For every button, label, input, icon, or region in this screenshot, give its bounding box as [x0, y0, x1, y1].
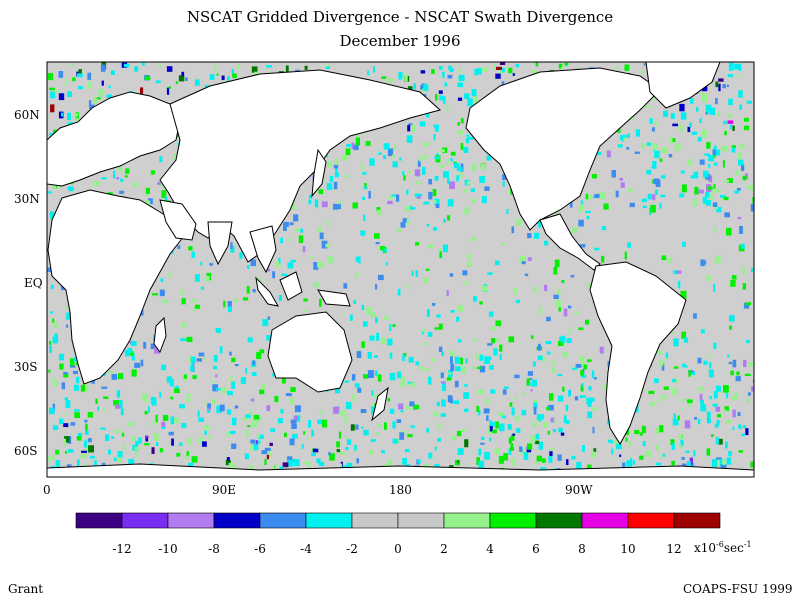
lon-label-90e: 90E	[212, 483, 237, 497]
colorbar-tick-label: 0	[394, 542, 402, 556]
lat-label-60s: 60S	[14, 444, 38, 458]
colorbar-tick-label: 10	[620, 542, 636, 556]
lat-label-30n: 30N	[14, 192, 40, 206]
new-guinea-landmass	[317, 289, 351, 307]
colorbar-tick-label: -8	[208, 542, 220, 556]
arabia-landmass	[159, 199, 197, 241]
map-frame	[46, 61, 755, 478]
colorbar-swatch	[673, 512, 721, 529]
asia-landmass	[159, 69, 442, 263]
units-suffix: sec	[723, 541, 744, 555]
units-exponent: -6	[716, 540, 724, 549]
colorbar-swatch	[259, 512, 307, 529]
greenland-landmass	[645, 62, 721, 109]
lon-label-0: 0	[43, 483, 51, 497]
colorbar-tick-label: 6	[532, 542, 540, 556]
india-landmass	[207, 221, 233, 266]
north-america-landmass	[465, 67, 661, 231]
colorbar-tick-label: 12	[666, 542, 682, 556]
map-title: NSCAT Gridded Divergence - NSCAT Swath D…	[186, 8, 614, 26]
land-masses	[47, 62, 754, 477]
colorbar-swatch	[397, 512, 445, 529]
author-label: Grant	[8, 582, 44, 596]
colorbar-tick-label: -12	[112, 542, 132, 556]
colorbar-tick-label: -4	[300, 542, 312, 556]
colorbar-tick-label: 2	[440, 542, 448, 556]
colorbar-tick-label: -2	[346, 542, 358, 556]
lon-label-90w: 90W	[565, 483, 593, 497]
colorbar-tick-label: 4	[486, 542, 494, 556]
colorbar-swatch	[627, 512, 675, 529]
borneo-landmass	[279, 271, 303, 301]
colorbar-swatch	[213, 512, 261, 529]
antarctica-landmass	[47, 463, 754, 477]
colorbar-tick-label: 8	[578, 542, 586, 556]
colorbar-swatch	[305, 512, 353, 529]
colorbar-swatch	[443, 512, 491, 529]
map-subtitle: December 1996	[339, 32, 461, 50]
colorbar-swatch	[581, 512, 629, 529]
colorbar-swatch	[535, 512, 583, 529]
lat-label-30s: 30S	[14, 360, 38, 374]
lat-label-60n: 60N	[14, 108, 40, 122]
madagascar-landmass	[153, 316, 167, 354]
colorbar-tick-label: -6	[254, 542, 266, 556]
lon-label-180: 180	[389, 483, 412, 497]
units-suffix-exponent: -1	[743, 540, 752, 549]
colorbar-swatch	[489, 512, 537, 529]
south-america-landmass	[589, 261, 687, 445]
colorbar-swatch	[75, 512, 123, 529]
new-zealand-landmass	[371, 386, 389, 422]
sumatra-landmass	[255, 276, 279, 307]
colorbar-tick-label: -10	[158, 542, 178, 556]
lat-label-eq: EQ	[24, 276, 43, 290]
colorbar	[75, 512, 721, 529]
africa-landmass	[47, 189, 185, 385]
colorbar-swatch	[167, 512, 215, 529]
australia-landmass	[267, 311, 353, 393]
units-prefix: x10	[694, 541, 717, 555]
colorbar-swatch	[351, 512, 399, 529]
credit-label: COAPS-FSU 1999	[683, 582, 793, 596]
indochina-landmass	[249, 225, 277, 274]
japan-landmass	[311, 148, 327, 198]
colorbar-swatch	[121, 512, 169, 529]
colorbar-units: x10-6sec-1	[694, 540, 752, 555]
